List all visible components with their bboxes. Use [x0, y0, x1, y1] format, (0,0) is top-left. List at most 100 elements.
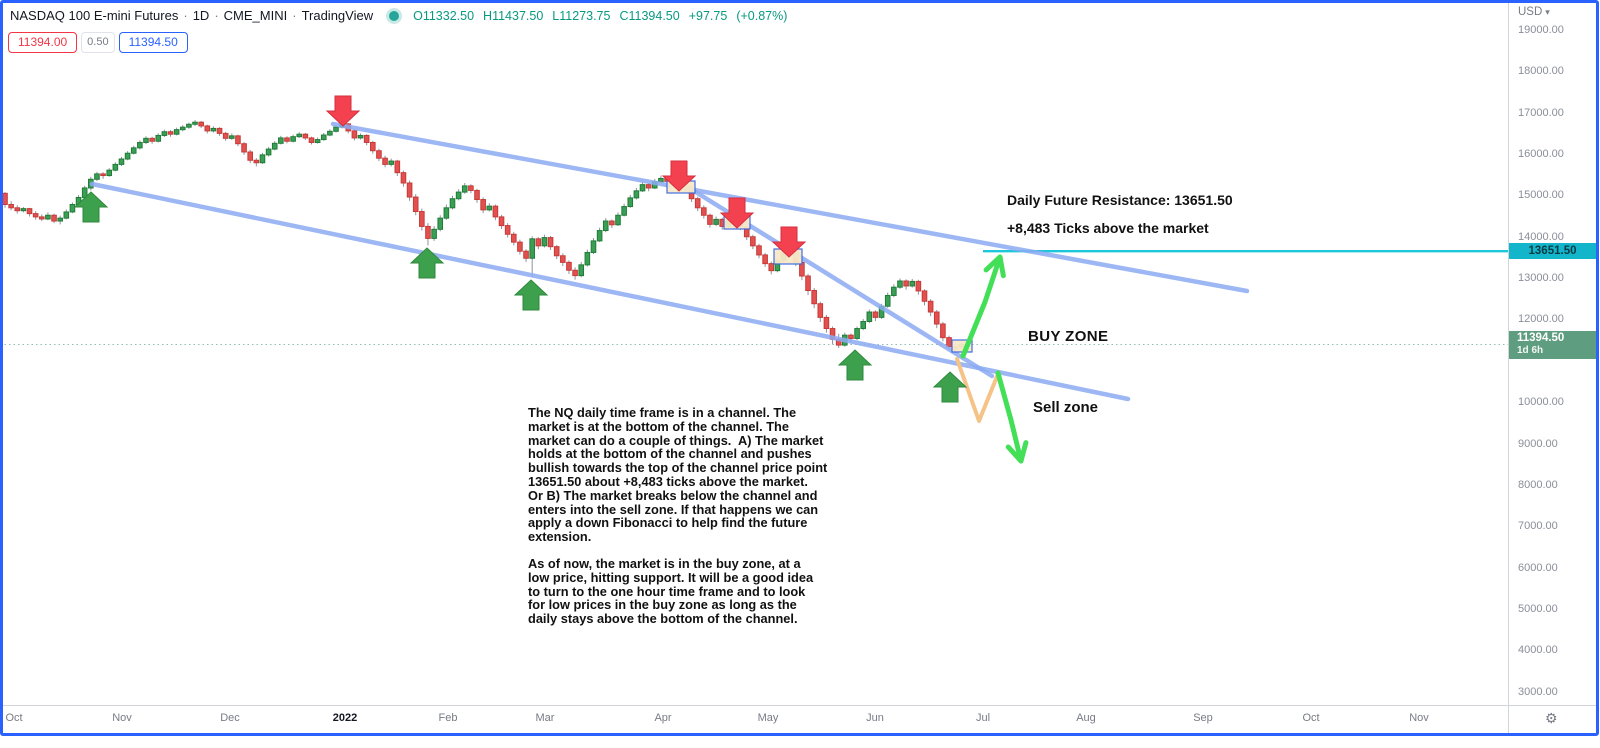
candle-down — [805, 275, 811, 292]
candle-up — [173, 129, 180, 135]
time-tick-label-aug: Aug — [1076, 712, 1096, 724]
exchange-label[interactable]: CME_MINI — [223, 8, 288, 23]
bullish-projection-arrow[interactable] — [960, 254, 1003, 359]
sell-signal-arrow-icon[interactable] — [771, 226, 807, 258]
candle-down — [547, 237, 554, 248]
resistance-price-label: 13651.50 — [1509, 243, 1596, 260]
candle-up — [884, 294, 891, 307]
candle-up — [192, 121, 198, 125]
market-status-dot-icon[interactable] — [389, 10, 400, 21]
candle-up — [333, 126, 339, 132]
candle-down — [498, 216, 505, 227]
channel-trendline[interactable] — [330, 121, 1250, 294]
candle-down — [535, 238, 542, 247]
candle-down — [222, 132, 229, 139]
symbol-header: NASDAQ 100 E-mini Futures · 1D · CME_MINI · Tr… — [10, 8, 787, 23]
resistance-note-sub[interactable]: +8,483 Ticks above the market — [1007, 220, 1209, 236]
candle-down — [247, 151, 253, 161]
time-tick-label-jul: Jul — [975, 712, 991, 724]
resistance-note-title[interactable]: Daily Future Resistance: 13651.50 — [1007, 192, 1233, 208]
buy-signal-arrow-icon[interactable] — [837, 349, 873, 381]
bearish-projection-arrow[interactable] — [995, 370, 1024, 464]
candle-down — [51, 214, 57, 222]
price-axis[interactable]: USD ▾ 13651.50 11394.50 1d 6h 19000.00 180… — [1509, 0, 1597, 705]
candle-up — [443, 207, 450, 219]
candle-up — [455, 191, 462, 200]
candle-down — [26, 208, 33, 215]
platform-label[interactable]: TradingView — [301, 8, 374, 23]
candle-down — [394, 160, 401, 174]
candle-up — [602, 220, 609, 232]
note-line: As of now, the market is in the buy zone… — [528, 555, 801, 571]
analysis-note[interactable]: The NQ daily time frame is in a channel.… — [528, 406, 827, 626]
candle-up — [627, 197, 634, 208]
candle-down — [750, 236, 756, 247]
candle-down — [572, 269, 578, 277]
currency-dropdown[interactable]: USD ▾ — [1518, 6, 1550, 18]
candle-up — [57, 217, 63, 222]
note-line: enters into the sell zone. If that happe… — [528, 501, 819, 517]
buy-signal-arrow-icon[interactable] — [932, 371, 968, 403]
price-tick-label: 8000.00 — [1518, 478, 1558, 491]
sell-price-button[interactable]: 11394.00 — [8, 32, 78, 53]
sell-signal-arrow-icon[interactable] — [719, 197, 755, 229]
interval-label[interactable]: 1D — [192, 8, 210, 23]
sell-signal-arrow-icon[interactable] — [325, 95, 361, 127]
candle-down — [468, 185, 474, 191]
candle-up — [320, 134, 327, 141]
candle-down — [946, 337, 952, 348]
price-tick-label: 12000.00 — [1518, 313, 1564, 326]
candle-up — [296, 133, 303, 138]
candle-down — [872, 311, 879, 318]
candle-up — [124, 152, 131, 160]
channel-trendline[interactable] — [89, 181, 1131, 402]
note-line: daily stays above the bottom of the chan… — [528, 611, 798, 627]
price-tick-label: 15000.00 — [1518, 189, 1564, 202]
candle-down — [474, 189, 480, 201]
candle-up — [596, 230, 603, 242]
candle-down — [32, 213, 39, 218]
sell-zone-label[interactable]: Sell zone — [1033, 399, 1099, 416]
symbol-title[interactable]: NASDAQ 100 E-mini Futures — [10, 8, 179, 23]
candle-up — [866, 311, 873, 323]
candle-down — [204, 125, 211, 132]
candle-down — [848, 334, 854, 339]
candle-down — [694, 198, 701, 209]
note-line: 13651.50 about +8,483 ticks above the ma… — [528, 473, 808, 489]
candle-down — [645, 184, 652, 189]
candle-up — [229, 135, 235, 139]
note-line: extension. — [528, 529, 592, 545]
bullish-projection-arrow-head — [983, 254, 1006, 279]
candle-down — [523, 250, 529, 259]
candle-down — [253, 159, 260, 164]
candle-down — [811, 290, 817, 305]
candle-up — [271, 142, 278, 150]
buy-signal-arrow-icon[interactable] — [409, 247, 445, 279]
buy-signal-arrow-icon[interactable] — [73, 191, 109, 223]
candle-down — [351, 130, 358, 139]
candle-up — [854, 328, 860, 339]
settings-gear-icon[interactable]: ⚙ — [1545, 710, 1558, 726]
time-tick-label-apr: Apr — [654, 712, 672, 724]
price-tick-label: 10000.00 — [1518, 396, 1564, 409]
candle-up — [20, 208, 27, 212]
candle-down — [149, 137, 155, 142]
projection-path-orange[interactable] — [955, 357, 1000, 423]
time-axis[interactable]: Oct Nov Dec 2022 Feb Mar Apr May Jun Jul Aug Sep Oct… — [0, 706, 1508, 733]
sell-signal-arrow-icon[interactable] — [661, 160, 697, 192]
candle-up — [860, 321, 867, 330]
price-tick-label: 3000.00 — [1518, 685, 1558, 698]
time-tick-label-may: May — [757, 712, 779, 724]
candle-up — [143, 137, 149, 143]
buy-zone-label[interactable]: BUY ZONE — [1028, 328, 1109, 345]
candle-down — [817, 303, 824, 318]
candle-down — [406, 182, 413, 198]
buy-signal-arrow-icon[interactable] — [513, 279, 549, 311]
candle-up — [327, 130, 333, 136]
price-tick-label: 19000.00 — [1518, 24, 1564, 36]
buy-price-button[interactable]: 11394.50 — [118, 32, 188, 53]
candle-down — [707, 214, 713, 225]
candle-down — [14, 207, 21, 212]
